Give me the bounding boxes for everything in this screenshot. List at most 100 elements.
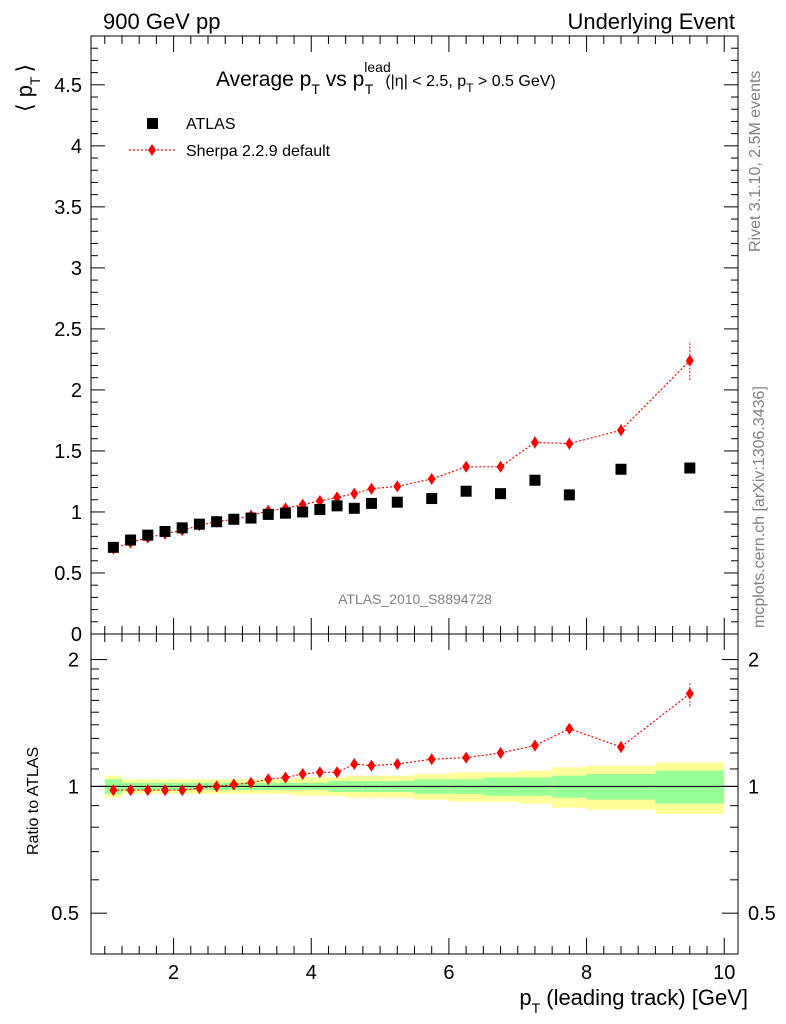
ratio-point [530,739,539,752]
atlas-point [426,493,438,505]
atlas-point [279,507,291,519]
title-cuts-a: (|η| < 2.5, p [385,73,466,90]
ratio-point [616,741,625,754]
ratio-y-label: Ratio to ATLAS [25,747,42,855]
atlas-point [211,516,223,528]
x-tick-label: 2 [168,962,179,984]
title-main: Average p [216,68,311,91]
mc-point [350,487,359,500]
legend: ATLAS Sherpa 2.2.9 default [129,116,331,160]
atlas-point [563,489,575,501]
ratio-point [685,687,694,700]
ratio-point [109,784,118,797]
ratio-point [393,758,402,771]
axes-ticks: 0 0.5 1 1.5 2 2.5 3 3.5 4 4.5 2 4 6 8 10 0.5 0.5 1 1 2 2 [51,35,776,984]
mc-point [565,437,574,450]
atlas-point [684,462,696,474]
ratio-point [565,722,574,735]
mc-point [496,460,505,473]
rivet-label: Rivet 3.1.10, 2.5M events [747,71,764,252]
ratio-y-tick-label: 0.5 [51,903,79,925]
atlas-point [460,485,472,497]
x-tick-label: 8 [581,962,592,984]
ratio-y-tick-label: 1 [68,776,79,798]
ratio-point [178,784,187,797]
main-y-tick-label: 0.5 [54,563,82,585]
ratio-point [333,766,342,779]
mc-point [333,491,342,504]
ratio-point [496,747,505,760]
atlas-point [193,518,205,530]
title-sub-t2: T [365,81,374,97]
ratio-point [427,753,436,766]
ratio-point [126,784,135,797]
main-y-tick-label: 2 [71,380,82,402]
legend-atlas-marker [147,118,158,129]
mc-point [393,480,402,493]
legend-mc-marker [148,144,156,156]
atlas-point [176,522,188,534]
main-y-tick-label: 3.5 [54,197,82,219]
atlas-point [125,534,137,546]
ratio-point [367,759,376,772]
mc-point [462,460,471,473]
mcplots-label: mcplots.cern.ch [arXiv:1306.3436] [751,386,768,628]
mc-point [427,473,436,486]
x-axis-label: pT (leading track) [GeV] [519,985,748,1016]
mc-point [685,354,694,367]
ratio-point [350,758,359,771]
ratio-point [160,784,169,797]
main-y-label: ⟨ pT⟩ [12,64,43,112]
axes-frames [90,35,739,955]
atlas-point [331,500,343,512]
title-sup-lead: lead [364,59,390,75]
ratio-point [195,782,204,795]
legend-mc-label: Sherpa 2.2.9 default [186,143,331,160]
ratio-point [247,776,256,789]
x-tick-label: 6 [443,962,454,984]
ratio-point [315,766,324,779]
main-y-tick-label: 3 [71,258,82,280]
x-tick-label: 10 [713,962,735,984]
atlas-point [615,463,627,475]
atlas-point [297,506,309,518]
atlas-point [529,474,541,486]
atlas-point [495,488,507,500]
ratio-y-tick-label-right: 2 [748,650,759,672]
atlas-point [142,529,154,541]
ratio-point [212,780,221,793]
ratio-point [264,773,273,786]
atlas-point [107,541,119,553]
ratio-point [281,771,290,784]
ratio-y-tick-label-right: 1 [748,776,759,798]
main-series-layer [107,341,696,555]
ratio-y-tick-label: 2 [68,650,79,672]
plot-title: Average pT vs plead T (|η| < 2.5, pT > 0.5… [216,59,556,97]
main-y-tick-label: 1.5 [54,441,82,463]
x-tick-label: 4 [306,962,317,984]
header-right: Underlying Event [567,9,735,34]
main-y-tick-label: 0 [71,624,82,646]
ratio-point [229,778,238,791]
ratio-band-inner [655,770,725,804]
main-y-tick-label: 4.5 [54,75,82,97]
title-cuts-b: > 0.5 GeV) [473,73,555,90]
atlas-point [365,497,377,509]
ratio-point [143,784,152,797]
legend-atlas-label: ATLAS [186,116,236,133]
title-cuts-sub: T [466,81,474,95]
atlas-point [262,508,274,520]
atlas-point [228,513,240,525]
atlas-point [391,496,403,508]
title-sub-t: T [311,81,320,97]
mc-point [530,436,539,449]
atlas-point [159,525,171,537]
atlas-point [314,504,326,516]
atlas-point [245,512,257,524]
analysis-id: ATLAS_2010_S8894728 [338,591,492,607]
ratio-point [462,751,471,764]
main-y-tick-label: 4 [71,136,82,158]
ratio-series-layer [109,681,694,797]
header-left: 900 GeV pp [103,9,220,34]
